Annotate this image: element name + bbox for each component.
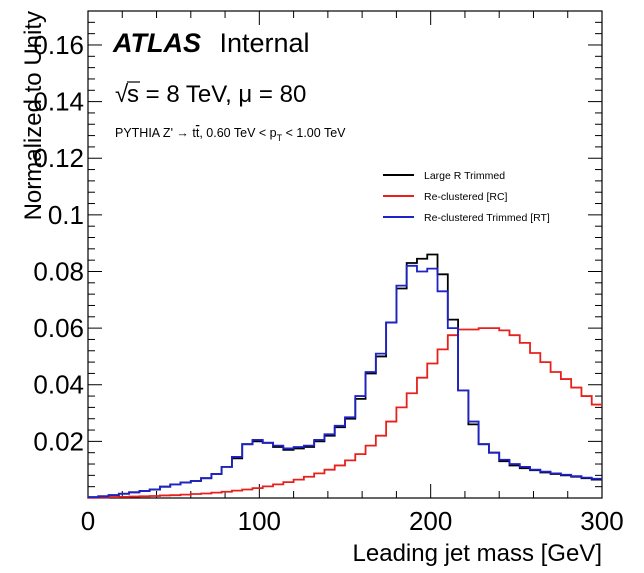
- sqrt-symbol: √: [115, 81, 129, 108]
- legend-label-re-clustered-trimmed-rt: Re-clustered Trimmed [RT]: [424, 212, 550, 224]
- plot-frame: [87, 10, 603, 499]
- process-mid: , 0.60 TeV < p: [199, 126, 276, 140]
- y-tick-label: 0.12: [33, 143, 84, 173]
- process-sub: T: [277, 133, 283, 143]
- x-tick-label: 100: [238, 506, 281, 536]
- y-tick-label: 0.02: [33, 426, 84, 456]
- y-tick-label: 0.08: [33, 256, 84, 286]
- x-axis-title: Leading jet mass [GeV]: [353, 540, 602, 567]
- x-tick-label: 0: [81, 506, 95, 536]
- y-tick-label: 0.04: [33, 370, 84, 400]
- atlas-label: ATLAS Internal: [112, 28, 310, 58]
- x-axis-ticks: 0 100 200 300: [81, 11, 624, 536]
- energy-text: s = 8 TeV, μ = 80: [127, 81, 306, 108]
- y-axis-title: Normalized to Unity: [20, 11, 47, 220]
- series-line-re-clustered-rc: [88, 327, 602, 499]
- y-tick-label: 0.14: [33, 87, 84, 117]
- atlas-status: Internal: [219, 28, 309, 58]
- y-axis-ticks: 0.02 0.04 0.06 0.08 0.1 0.12 0.14 0.16: [33, 10, 602, 488]
- histogram-series: [88, 253, 602, 499]
- x-tick-label: 300: [580, 506, 623, 536]
- legend: Large R Trimmed Re-clustered [RC] Re-clust…: [383, 170, 550, 224]
- process-suffix: < 1.00 TeV: [282, 126, 346, 140]
- process-label: PYTHIA Z' → tt, 0.60 TeV < pT < 1.00 TeV: [115, 126, 346, 143]
- x-tick-label: 200: [409, 506, 452, 536]
- series-line-re-clustered-trimmed-rt: [88, 264, 602, 499]
- y-tick-label: 0.06: [33, 313, 84, 343]
- process-prefix: PYTHIA Z' → t: [115, 126, 196, 140]
- energy-label: √ s = 8 TeV, μ = 80: [115, 81, 306, 108]
- legend-label-large-r-trimmed: Large R Trimmed: [424, 170, 505, 182]
- process-tbar: t: [196, 126, 200, 140]
- atlas-experiment: ATLAS: [112, 28, 201, 58]
- y-tick-label: 0.16: [33, 30, 84, 60]
- y-tick-label: 0.1: [48, 200, 84, 230]
- legend-label-re-clustered-rc: Re-clustered [RC]: [424, 191, 508, 203]
